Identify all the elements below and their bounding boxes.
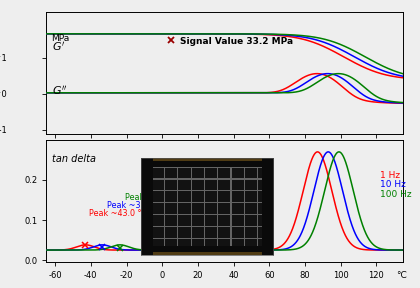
Text: Peak ~43.0 °C: Peak ~43.0 °C xyxy=(89,209,147,219)
Text: 10^1: 10^1 xyxy=(0,54,7,63)
Text: $G''$: $G''$ xyxy=(52,84,67,97)
Text: 1 Hz: 1 Hz xyxy=(380,171,400,180)
Text: Signal Value 33.2 MPa: Signal Value 33.2 MPa xyxy=(180,37,293,46)
Text: 10^0: 10^0 xyxy=(0,90,7,99)
Text: tan delta: tan delta xyxy=(52,154,96,164)
Text: 100 Hz: 100 Hz xyxy=(380,190,412,199)
Text: 10^-1: 10^-1 xyxy=(0,126,7,135)
Text: MPa: MPa xyxy=(52,34,70,43)
Text: Peak ~23.7 °C: Peak ~23.7 °C xyxy=(125,194,183,202)
Text: $G'$: $G'$ xyxy=(52,39,65,52)
Text: 10 Hz: 10 Hz xyxy=(380,180,406,189)
Text: °C: °C xyxy=(396,271,407,280)
Text: Peak ~33.6 °C: Peak ~33.6 °C xyxy=(107,202,165,211)
